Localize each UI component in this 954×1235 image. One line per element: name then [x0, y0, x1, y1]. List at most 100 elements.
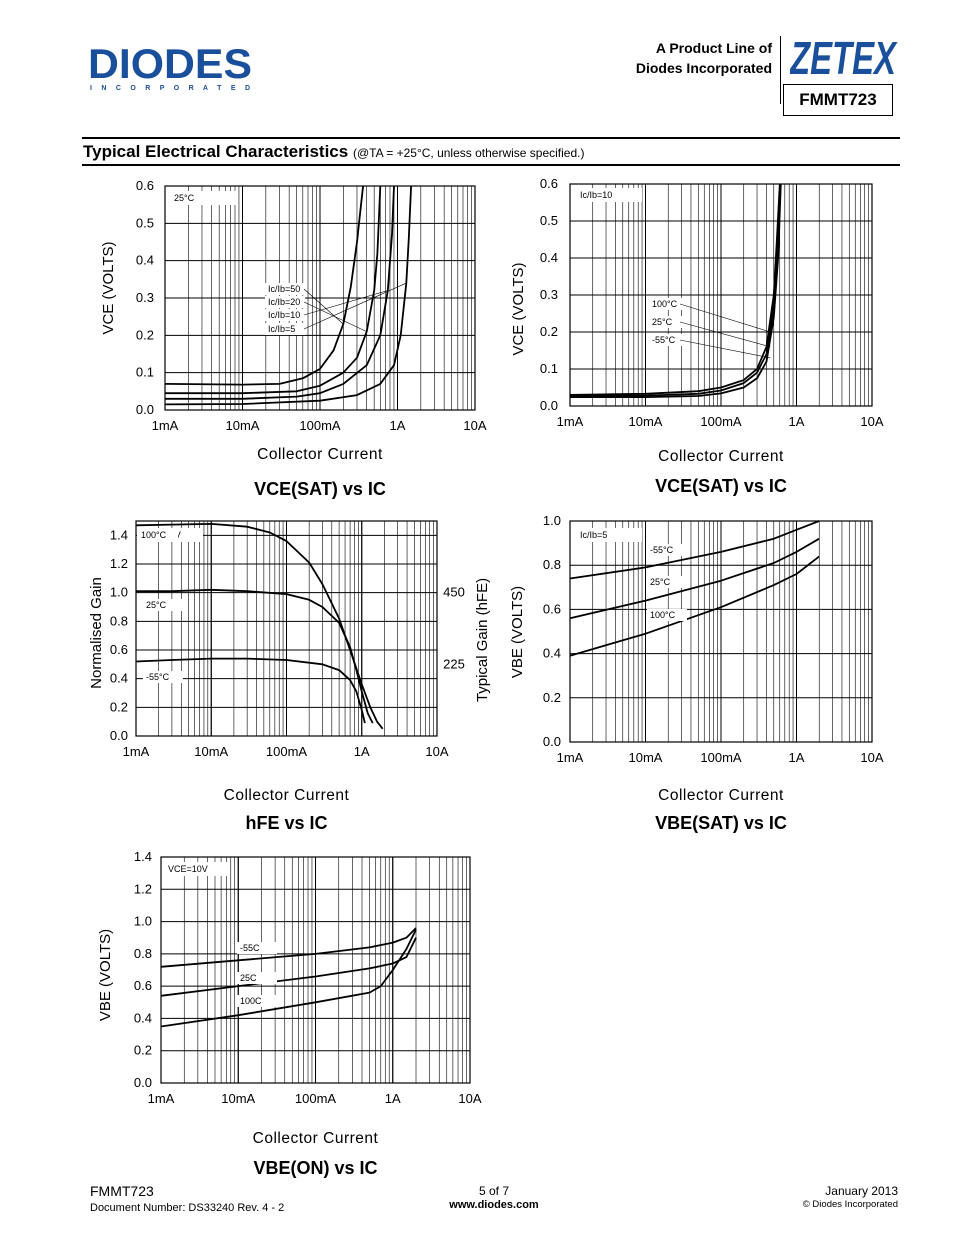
y-tick-label: 0.4 [134, 1010, 152, 1025]
x-tick-label: 1mA [148, 1091, 175, 1106]
x-tick-label: 10A [458, 1091, 481, 1106]
annotation-bg [576, 528, 642, 542]
footer-right: January 2013 © Diodes Incorporated [803, 1184, 898, 1212]
header-rule-bottom [82, 164, 900, 166]
leader-line [679, 303, 771, 333]
x-tick-label: 1mA [557, 750, 584, 765]
footer-copyright: © Diodes Incorporated [802, 1199, 898, 1210]
y-tick-label: 0.6 [540, 176, 558, 191]
y-tick-label: 0.3 [136, 290, 154, 305]
grid [569, 183, 873, 407]
y-tick-label: 0.4 [540, 250, 558, 265]
y-tick-label: 0.6 [543, 601, 561, 616]
series-line [160, 929, 417, 1028]
y-tick-label: 1.0 [543, 513, 561, 528]
x-tick-label: 10mA [629, 750, 663, 765]
y-tick-label: 0.6 [136, 178, 154, 193]
y-tick-label: 0.0 [134, 1075, 152, 1090]
series-label: Ic/Ib=10 [268, 310, 300, 320]
x-tick-label: 1mA [123, 744, 150, 759]
y-tick-label: 1.4 [110, 527, 128, 542]
y-tick-label: 1.0 [110, 585, 128, 600]
x-tick-label: 100mA [700, 750, 742, 765]
zetex-logo: ZETEX [789, 30, 900, 85]
diodes-logo-text: DIODES [88, 44, 252, 87]
series-label-bg [138, 529, 178, 541]
grid [164, 185, 476, 411]
x-tick-label: 1A [789, 750, 805, 765]
chart-annotation: 25°C [174, 193, 195, 203]
y-tick-label: 0.8 [543, 557, 561, 572]
zetex-logo-text: ZETEX [790, 32, 898, 80]
y-tick-label: 0.4 [543, 646, 561, 661]
grid [135, 521, 438, 737]
annotation-bg [164, 862, 230, 876]
x-axis-label: Collector Current [658, 787, 784, 804]
series-label: -55°C [650, 545, 674, 555]
header-rule-top [82, 137, 900, 139]
series-line [569, 537, 820, 620]
chart-title: VBE(ON) vs IC [253, 1158, 377, 1178]
y-tick-label: 0.5 [136, 215, 154, 230]
footer-part: FMMT723 [90, 1183, 154, 1199]
series-line [569, 183, 781, 396]
series-label: 25°C [146, 600, 167, 610]
x-axis-label: Collector Current [658, 448, 784, 465]
x-tick-label: 1mA [557, 414, 584, 429]
x-tick-label: 10mA [629, 414, 663, 429]
series-label-bg [237, 995, 277, 1007]
chart-title: VCE(SAT) vs IC [254, 479, 386, 499]
leader-line [303, 288, 344, 325]
x-tick-label: 10A [463, 418, 486, 433]
y-axis-label: VBE (VOLTS) [509, 586, 526, 678]
footer-date: January 2013 [825, 1184, 898, 1198]
annotation-bg [170, 191, 236, 205]
series-line [136, 588, 374, 724]
chart-vbeon: 0.0 0.2 0.4 0.6 0.8 1.0 1.2 1.4 1mA 10mA 100mA 1A 10… [97, 849, 482, 1178]
x-tick-label: 1A [390, 418, 406, 433]
series-line [160, 927, 417, 968]
diodes-logo-subtext: I N C O R P O R A T E D [90, 85, 250, 92]
series-label-bg [265, 283, 305, 295]
y-tick-label: 0.6 [110, 642, 128, 657]
x-tick-label: 100mA [700, 414, 742, 429]
series-label-bg [647, 544, 687, 556]
y2-tick-label: 225 [443, 656, 465, 671]
x-axis-label: Collector Current [257, 446, 383, 463]
chart-annotation: Ic/Ib=10 [580, 190, 612, 200]
product-line-2: Diodes Incorporated [635, 60, 772, 76]
series-line [160, 937, 417, 997]
footer-website[interactable]: www.diodes.com [449, 1199, 539, 1211]
series-label-bg [647, 576, 687, 588]
leader-line [303, 290, 388, 316]
footer-doc-number: Document Number: DS33240 Rev. 4 - 2 [90, 1202, 285, 1214]
section-title: Typical Electrical Characteristics (@TA … [83, 142, 584, 162]
y-tick-label: 1.4 [134, 849, 152, 864]
y-tick-label: 0.2 [136, 327, 154, 342]
y-tick-label: 0.0 [543, 734, 561, 749]
y-axis-label: Normalised Gain [88, 577, 105, 689]
diodes-logo: DIODES I N C O R P O R A T E D [88, 40, 258, 97]
leader-line [679, 321, 771, 348]
series-label: 100C [240, 996, 262, 1006]
series-line [569, 555, 820, 657]
y-tick-label: 0.4 [110, 671, 128, 686]
series-label-bg [265, 323, 305, 335]
series-label-bg [237, 972, 277, 984]
series-label-bg [237, 942, 277, 954]
y-tick-label: 0.1 [136, 365, 154, 380]
series-label: 100°C [650, 610, 676, 620]
y-tick-label: 1.0 [134, 914, 152, 929]
y-tick-label: 0.0 [540, 398, 558, 413]
series-line [165, 185, 382, 395]
series-label: -55°C [146, 672, 170, 682]
series-label-bg [143, 671, 183, 683]
y-axis-label: VCE (VOLTS) [510, 262, 527, 355]
series-label: 100°C [141, 530, 167, 540]
y-tick-label: 0.0 [136, 402, 154, 417]
series-label-bg [265, 296, 305, 308]
chart-hfe: 0.0 0.2 0.4 0.6 0.8 1.0 1.2 1.4 1mA 10mA 100mA 1A 10… [88, 520, 491, 833]
series-line [570, 183, 782, 399]
x-tick-label: 10A [425, 744, 448, 759]
x-tick-label: 1A [789, 414, 805, 429]
